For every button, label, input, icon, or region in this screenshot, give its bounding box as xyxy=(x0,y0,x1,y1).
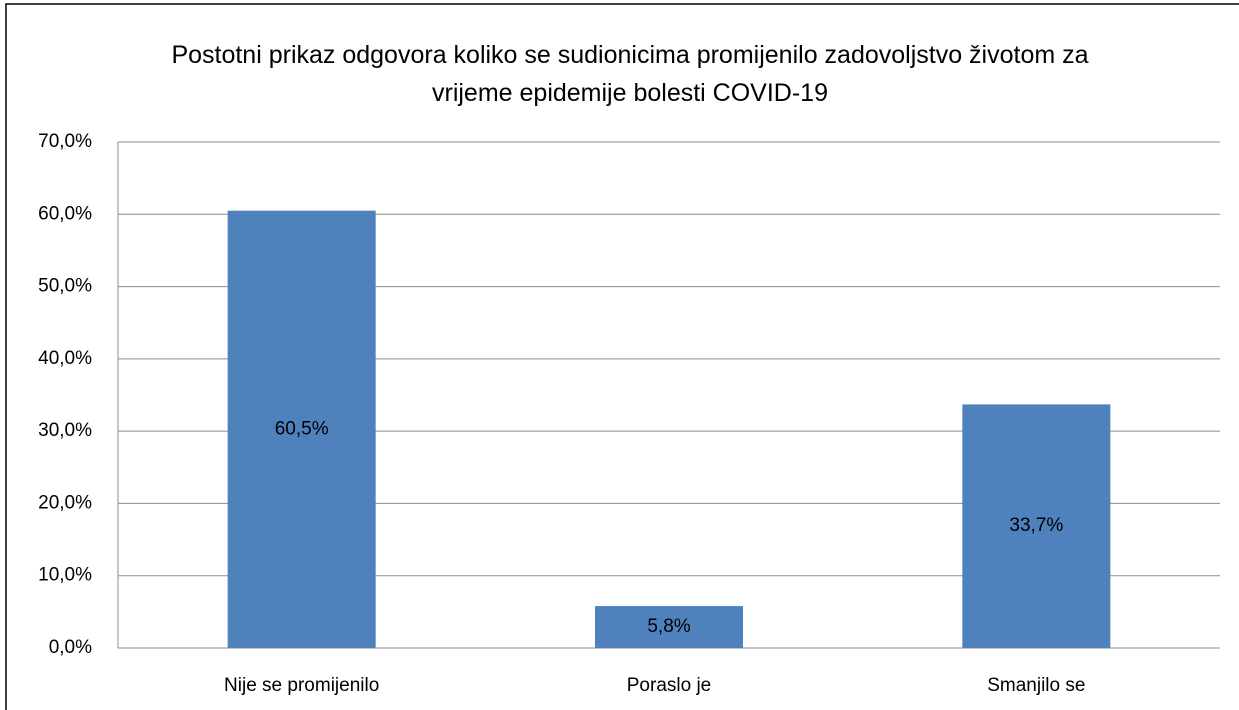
y-tick-label: 60,0% xyxy=(38,203,92,224)
x-tick-label: Nije se promijenilo xyxy=(224,675,379,696)
bar xyxy=(962,404,1111,648)
y-tick-label: 70,0% xyxy=(38,131,92,152)
bar xyxy=(595,606,743,648)
chart-title: Postotni prikaz odgovora koliko se sudio… xyxy=(171,41,1089,107)
y-tick-label: 0,0% xyxy=(49,637,92,658)
data-label: 33,7% xyxy=(1009,515,1063,536)
data-label: 5,8% xyxy=(647,616,690,637)
data-label: 60,5% xyxy=(275,418,329,439)
y-tick-label: 10,0% xyxy=(38,565,92,586)
y-tick-label: 50,0% xyxy=(38,276,92,297)
y-tick-label: 20,0% xyxy=(38,492,92,513)
x-tick-label: Poraslo je xyxy=(627,675,712,696)
chart-frame xyxy=(5,3,1239,710)
y-tick-label: 30,0% xyxy=(38,420,92,441)
bar xyxy=(227,210,376,648)
x-tick-label: Smanjilo se xyxy=(987,675,1085,696)
y-tick-label: 40,0% xyxy=(38,348,92,369)
